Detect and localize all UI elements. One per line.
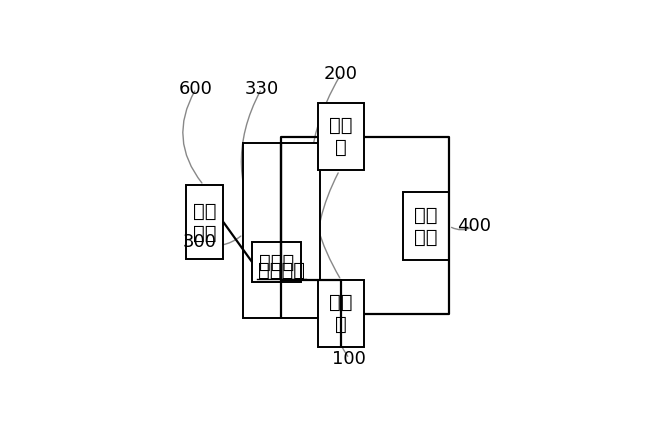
Text: 储液
罐: 储液 罐 <box>329 293 353 334</box>
Text: 200: 200 <box>324 65 358 83</box>
FancyBboxPatch shape <box>252 242 300 282</box>
Text: 释能
组件: 释能 组件 <box>415 206 438 246</box>
FancyBboxPatch shape <box>403 192 449 261</box>
FancyBboxPatch shape <box>186 185 223 259</box>
Text: 储能组件: 储能组件 <box>258 261 305 280</box>
FancyBboxPatch shape <box>318 280 364 347</box>
FancyBboxPatch shape <box>243 143 320 318</box>
Text: 330: 330 <box>245 79 279 98</box>
Text: 储气
库: 储气 库 <box>329 116 353 157</box>
Text: 100: 100 <box>333 350 366 368</box>
Text: 300: 300 <box>182 233 216 252</box>
FancyBboxPatch shape <box>318 103 364 170</box>
Text: 400: 400 <box>457 217 491 235</box>
Text: 600: 600 <box>179 79 213 98</box>
Text: 冷凝器: 冷凝器 <box>258 252 294 272</box>
Text: 冷源
组件: 冷源 组件 <box>193 201 216 243</box>
